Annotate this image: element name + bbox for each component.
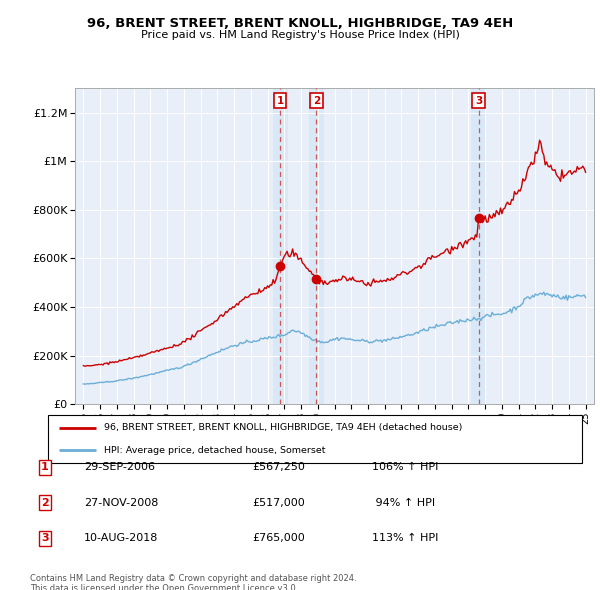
- Text: 2: 2: [41, 498, 49, 507]
- Text: 10-AUG-2018: 10-AUG-2018: [84, 533, 158, 543]
- Text: 96, BRENT STREET, BRENT KNOLL, HIGHBRIDGE, TA9 4EH (detached house): 96, BRENT STREET, BRENT KNOLL, HIGHBRIDG…: [104, 424, 463, 432]
- Text: 113% ↑ HPI: 113% ↑ HPI: [372, 533, 439, 543]
- Text: Price paid vs. HM Land Registry's House Price Index (HPI): Price paid vs. HM Land Registry's House …: [140, 30, 460, 40]
- Text: £765,000: £765,000: [252, 533, 305, 543]
- Text: 2: 2: [313, 96, 320, 106]
- Text: 106% ↑ HPI: 106% ↑ HPI: [372, 463, 439, 472]
- Text: 1: 1: [41, 463, 49, 472]
- Text: Contains HM Land Registry data © Crown copyright and database right 2024.
This d: Contains HM Land Registry data © Crown c…: [30, 574, 356, 590]
- Text: 3: 3: [41, 533, 49, 543]
- Text: 1: 1: [277, 96, 284, 106]
- Bar: [471, 88, 486, 404]
- Text: 94% ↑ HPI: 94% ↑ HPI: [372, 498, 435, 507]
- Text: 3: 3: [475, 96, 482, 106]
- Text: £567,250: £567,250: [252, 463, 305, 472]
- Bar: [309, 88, 324, 404]
- Text: HPI: Average price, detached house, Somerset: HPI: Average price, detached house, Some…: [104, 445, 326, 454]
- Text: 29-SEP-2006: 29-SEP-2006: [84, 463, 155, 472]
- Text: 96, BRENT STREET, BRENT KNOLL, HIGHBRIDGE, TA9 4EH: 96, BRENT STREET, BRENT KNOLL, HIGHBRIDG…: [87, 17, 513, 30]
- Text: 27-NOV-2008: 27-NOV-2008: [84, 498, 158, 507]
- Text: £517,000: £517,000: [252, 498, 305, 507]
- Bar: [272, 88, 287, 404]
